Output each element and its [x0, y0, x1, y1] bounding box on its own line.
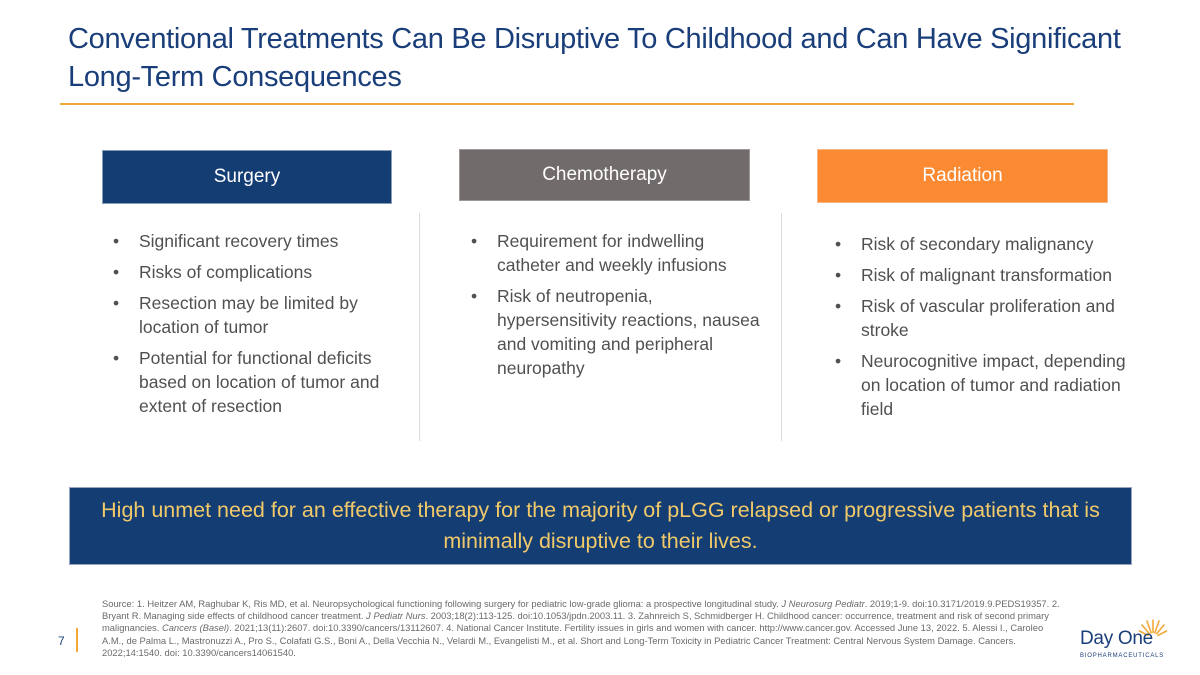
chemotherapy-bullet-list: Requirement for indwelling catheter and … [469, 229, 769, 387]
bullet-item: Requirement for indwelling catheter and … [469, 229, 769, 277]
source-citations: Source: 1. Heitzer AM, Raghubar K, Ris M… [102, 598, 1062, 659]
journal-name: J Neurosurg Pediatr [781, 598, 865, 609]
sun-rays-icon [1138, 619, 1168, 643]
radiation-bullet-list: Risk of secondary malignancy Risk of mal… [833, 232, 1133, 428]
logo-tagline: BIOPHARMACEUTICALS [1080, 653, 1165, 659]
journal-name: Cancers (Basel) [161, 622, 230, 634]
journal-name: J Pediatr Nurs [366, 610, 426, 622]
bullet-item: Risk of malignant transformation [833, 263, 1133, 287]
bullet-item: Risks of complications [111, 260, 411, 284]
bullet-item: Neurocognitive impact, depending on loca… [833, 349, 1133, 421]
page-number-bar [76, 628, 78, 652]
logo-name: Day One [1080, 628, 1153, 649]
radiation-header: Radiation [817, 149, 1108, 203]
bullet-item: Risk of neutropenia, hypersensitivity re… [469, 284, 769, 380]
day-one-logo: Day One BIOPHARMACEUTICALS [1080, 616, 1170, 662]
bullet-item: Potential for functional deficits based … [111, 346, 411, 418]
unmet-need-callout: High unmet need for an effective therapy… [69, 487, 1132, 565]
source-text: . 2019;1-9. doi:10.3171/2019.9.PEDS19357… [102, 598, 1060, 622]
column-divider [419, 213, 420, 441]
chemotherapy-header: Chemotherapy [459, 149, 750, 201]
slide-title: Conventional Treatments Can Be Disruptiv… [68, 23, 1121, 93]
surgery-header: Surgery [102, 150, 392, 204]
title-underline [60, 103, 1074, 105]
source-text: . 2003;18(2):113-125. doi:10.1053/jpdn.2… [102, 610, 1049, 634]
surgery-bullet-list: Significant recovery times Risks of comp… [111, 229, 411, 425]
source-text: . 2021;13(11):2607. doi:10.3390/cancers/… [102, 622, 1044, 658]
source-text: Source: 1. Heitzer AM, Raghubar K, Ris M… [102, 598, 782, 609]
bullet-item: Resection may be limited by location of … [111, 291, 411, 339]
column-divider [781, 213, 782, 441]
bullet-item: Significant recovery times [111, 229, 411, 253]
bullet-item: Risk of vascular proliferation and strok… [833, 294, 1133, 342]
bullet-item: Risk of secondary malignancy [833, 232, 1133, 256]
page-number: 7 [58, 634, 65, 648]
